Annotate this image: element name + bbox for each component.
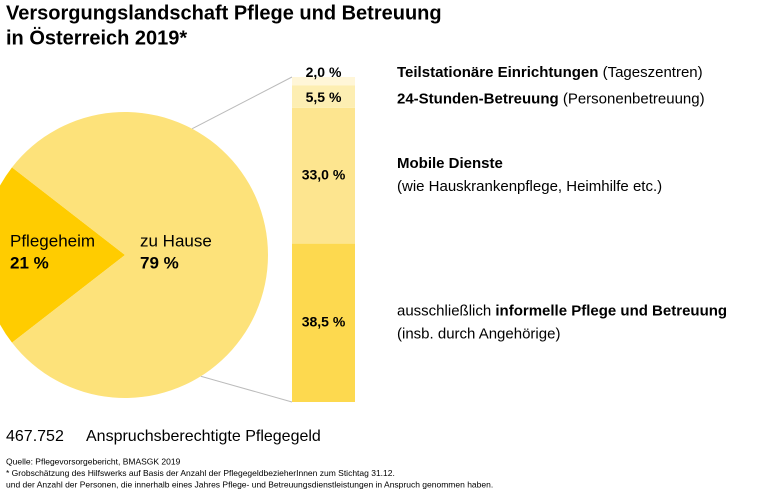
label-run: ausschließlich bbox=[397, 302, 495, 319]
pie-label: Pflegeheim bbox=[10, 231, 95, 250]
segment-label: Mobile Dienste bbox=[397, 155, 503, 172]
bar-value-label: 33,0 % bbox=[302, 166, 346, 182]
label-run: informelle Pflege und Betreuung bbox=[495, 302, 727, 319]
label-run: 24-Stunden-Betreuung bbox=[397, 91, 559, 108]
bar-segment bbox=[292, 243, 355, 402]
bar-value-label: 38,5 % bbox=[302, 314, 346, 330]
pie-slice bbox=[0, 167, 125, 343]
pie-value-label: 21 % bbox=[10, 253, 49, 272]
bar-segment bbox=[292, 77, 355, 86]
label-run: Mobile Dienste bbox=[397, 155, 503, 172]
segment-label: Teilstationäre Einrichtungen (Tageszentr… bbox=[397, 64, 703, 81]
bar-value-label: 5,5 % bbox=[306, 89, 342, 105]
total-caption: Anspruchsberechtigte Pflegegeld bbox=[86, 428, 321, 445]
label-run: (insb. durch Angehörige) bbox=[397, 325, 560, 342]
segment-label: 24-Stunden-Betreuung (Personenbetreuung) bbox=[397, 91, 705, 108]
total-value: 467.752 bbox=[6, 428, 64, 445]
label-run: (Tageszentren) bbox=[598, 64, 702, 81]
chart-title: in Österreich 2019* bbox=[6, 26, 187, 49]
segment-label: (insb. durch Angehörige) bbox=[397, 325, 560, 342]
bar-segment bbox=[292, 85, 355, 108]
connector bbox=[200, 375, 293, 403]
chart-title: Versorgungslandschaft Pflege und Betreuu… bbox=[6, 2, 442, 24]
bar-value-label: 2,0 % bbox=[306, 64, 342, 80]
source-note: * Grobschätzung des Hilfswerks auf Basis… bbox=[6, 468, 395, 478]
source-note: Quelle: Pflegevorsorgebericht, BMASGK 20… bbox=[6, 456, 181, 466]
label-run: Teilstationäre Einrichtungen bbox=[397, 64, 598, 81]
pie-label: zu Hause bbox=[140, 231, 212, 250]
connector bbox=[191, 76, 293, 130]
pie-value-label: 79 % bbox=[140, 253, 179, 272]
segment-label: (wie Hauskrankenpflege, Heimhilfe etc.) bbox=[397, 178, 662, 195]
label-run: (Personenbetreuung) bbox=[559, 91, 705, 108]
pie-slice bbox=[12, 112, 269, 399]
source-note: und der Anzahl der Personen, die innerha… bbox=[6, 479, 493, 489]
segment-label: ausschließlich informelle Pflege und Bet… bbox=[397, 302, 727, 319]
label-run: (wie Hauskrankenpflege, Heimhilfe etc.) bbox=[397, 178, 662, 195]
bar-segment bbox=[292, 107, 355, 244]
